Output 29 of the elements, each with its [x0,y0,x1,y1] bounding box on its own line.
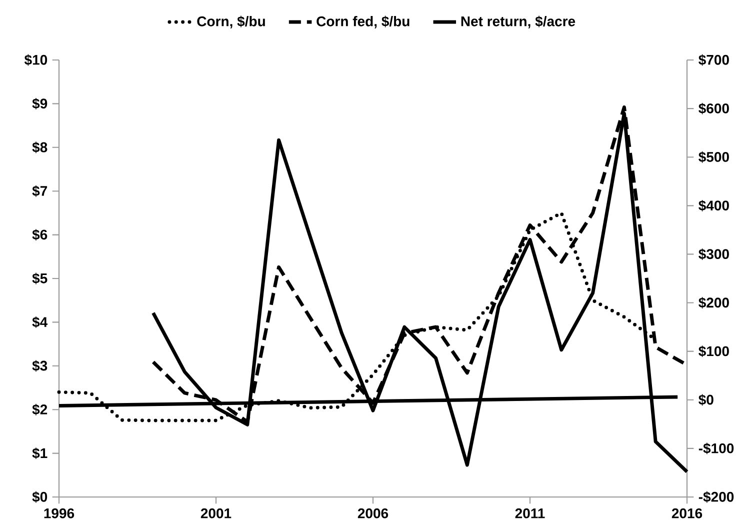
y2-tick-label: $600 [698,102,729,114]
x-tick-label: 2001 [200,508,232,518]
y-tick-label: $3 [32,360,48,372]
legend-label: Corn fed, $/bu [316,16,410,28]
y2-tick-label: $100 [698,346,729,358]
x-tick-label: 1996 [44,508,74,518]
y2-tick-label: -$200 [698,491,734,503]
legend-label: Corn, $/bu [197,16,265,28]
y2-tick-label: -$100 [698,442,734,454]
y2-tick-label: $700 [698,54,729,66]
legend-label: Net return, $/acre [461,16,576,28]
y-tick-label: $0 [32,491,48,503]
y-tick-label: $10 [24,54,48,66]
y-tick-label: $7 [32,185,48,197]
y-tick-label: $4 [32,316,48,328]
x-tick-label: 2016 [672,508,702,518]
y2-tick-label: $300 [698,248,729,260]
y2-tick-label: $200 [698,297,729,308]
y-tick-label: $8 [32,142,48,154]
y-tick-label: $1 [32,448,48,460]
x-tick-label: 2006 [358,508,388,518]
y2-tick-label: $400 [698,200,729,212]
y2-tick-label: $0 [698,394,714,406]
x-tick-label: 2011 [515,508,545,518]
y-tick-label: $9 [32,98,48,110]
y2-tick-label: $500 [698,151,729,163]
y-tick-label: $5 [32,272,48,284]
y-tick-label: $6 [32,229,48,241]
y-tick-label: $2 [32,404,48,416]
